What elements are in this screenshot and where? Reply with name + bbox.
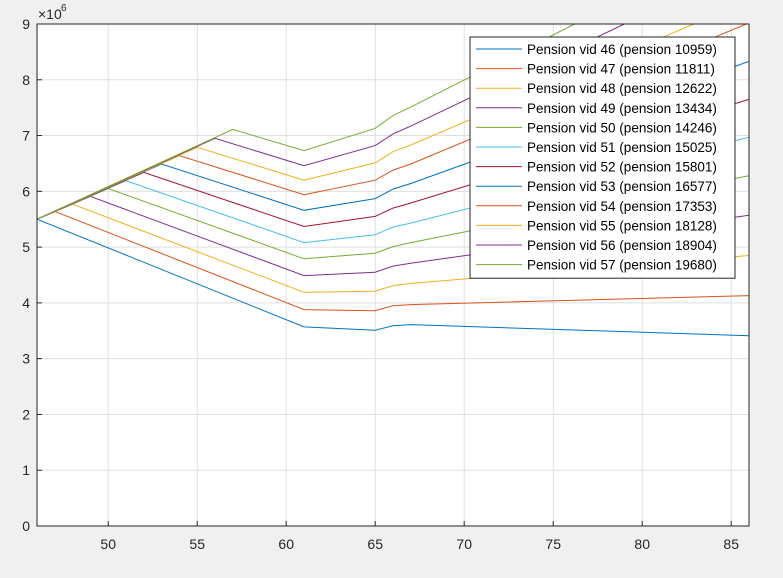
x-tick-label: 60 <box>278 536 294 552</box>
axes-box <box>36 23 750 527</box>
x-tick-label: 85 <box>723 536 739 552</box>
y-exponent-base: ×10 <box>38 6 62 22</box>
x-tick-label: 50 <box>100 536 116 552</box>
legend-label-11: Pension vid 56 (pension 18904) <box>527 238 717 253</box>
legend-label-8: Pension vid 53 (pension 16577) <box>527 179 717 194</box>
axes[interactable]: 50 55 60 65 70 75 80 85 0 1 2 3 4 5 6 7 8 9 ×10 6 Pension… <box>22 3 750 552</box>
x-tick-label: 55 <box>189 536 205 552</box>
legend-label-5: Pension vid 50 (pension 14246) <box>527 120 717 135</box>
x-tick-label: 70 <box>456 536 472 552</box>
series-line-1 <box>37 218 749 337</box>
y-tick-label: 0 <box>22 518 30 534</box>
legend-label-4: Pension vid 49 (pension 13434) <box>527 101 717 116</box>
legend-box <box>469 36 736 279</box>
series-line-10 <box>37 24 694 220</box>
series-line-11 <box>37 24 625 220</box>
legend-label-1: Pension vid 46 (pension 10959) <box>527 42 717 57</box>
legend-label-12: Pension vid 57 (pension 19680) <box>527 258 717 273</box>
axis-lines <box>36 23 750 527</box>
y-tick-label: 5 <box>22 239 30 255</box>
x-tick-label: 80 <box>634 536 650 552</box>
y-tick-label: 2 <box>22 406 30 422</box>
legend-label-2: Pension vid 47 (pension 11811) <box>527 62 715 77</box>
y-tick-label: 1 <box>22 462 30 478</box>
ticks: 50 55 60 65 70 75 80 85 0 1 2 3 4 5 6 7 8 9 <box>22 16 739 552</box>
y-tick-label: 7 <box>22 128 30 144</box>
legend-label-3: Pension vid 48 (pension 12622) <box>527 81 717 96</box>
y-exponent-power: 6 <box>61 3 67 14</box>
y-tick-label: 6 <box>22 183 30 199</box>
legend[interactable]: Pension vid 46 (pension 10959) Pension vi… <box>469 36 736 279</box>
y-exponent-label: ×10 6 <box>38 3 67 22</box>
y-tick-label: 9 <box>22 16 30 32</box>
x-tick-label: 75 <box>545 536 561 552</box>
legend-label-9: Pension vid 54 (pension 17353) <box>527 199 717 214</box>
legend-label-6: Pension vid 51 (pension 15025) <box>527 140 717 155</box>
y-tick-label: 3 <box>22 351 30 367</box>
series-layer <box>37 24 749 337</box>
x-tick-label: 65 <box>367 536 383 552</box>
y-tick-label: 4 <box>22 295 30 311</box>
series-line-12 <box>37 24 575 220</box>
legend-label-10: Pension vid 55 (pension 18128) <box>527 218 717 233</box>
legend-label-7: Pension vid 52 (pension 15801) <box>527 160 717 175</box>
y-tick-label: 8 <box>22 72 30 88</box>
